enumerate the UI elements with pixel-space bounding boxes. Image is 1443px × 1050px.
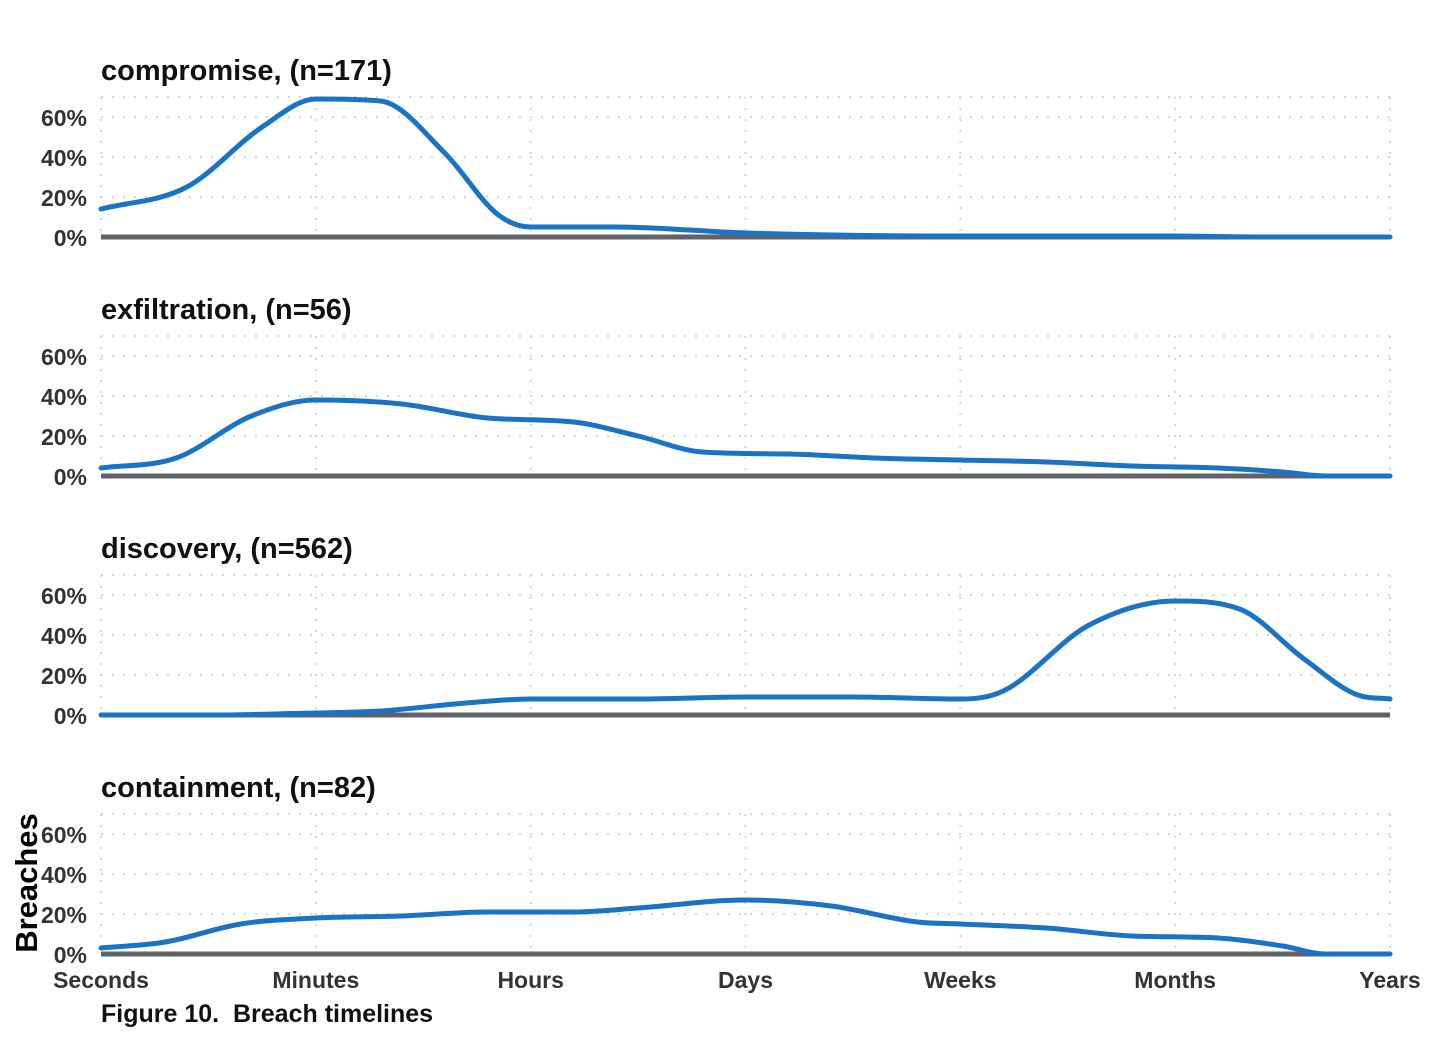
y-tick-label: 40% xyxy=(41,145,87,171)
panel-title: containment, (n=82) xyxy=(101,772,376,804)
y-tick-label: 40% xyxy=(41,623,87,649)
y-tick-label: 20% xyxy=(41,902,87,928)
y-tick-label: 60% xyxy=(41,105,87,131)
series-line xyxy=(98,96,1393,240)
series-line xyxy=(98,397,1393,479)
y-tick-label: 0% xyxy=(54,942,87,968)
y-tick-label: 40% xyxy=(41,384,87,410)
series-line xyxy=(98,897,1393,957)
x-tick-label: Days xyxy=(718,967,773,993)
y-tick-label: 0% xyxy=(54,225,87,251)
y-tick-label: 60% xyxy=(41,344,87,370)
y-tick-label: 0% xyxy=(54,703,87,729)
panel-title: exfiltration, (n=56) xyxy=(101,294,352,326)
y-tick-label: 20% xyxy=(41,424,87,450)
figure-caption: Figure 10. Breach timelines xyxy=(101,1000,434,1028)
y-tick-label: 0% xyxy=(54,464,87,490)
x-tick-label: Years xyxy=(1359,967,1420,993)
y-tick-label: 60% xyxy=(41,583,87,609)
x-tick-label: Months xyxy=(1134,967,1216,993)
series-line xyxy=(98,598,1393,718)
y-axis-label: Breaches xyxy=(9,813,44,953)
y-tick-label: 20% xyxy=(41,663,87,689)
panel-title: discovery, (n=562) xyxy=(101,533,353,565)
x-tick-label: Minutes xyxy=(272,967,359,993)
y-tick-label: 60% xyxy=(41,822,87,848)
panel-title: compromise, (n=171) xyxy=(101,55,392,87)
y-tick-label: 20% xyxy=(41,185,87,211)
y-tick-label: 40% xyxy=(41,862,87,888)
x-tick-label: Weeks xyxy=(924,967,996,993)
x-tick-label: Seconds xyxy=(53,967,149,993)
x-tick-label: Hours xyxy=(497,967,563,993)
